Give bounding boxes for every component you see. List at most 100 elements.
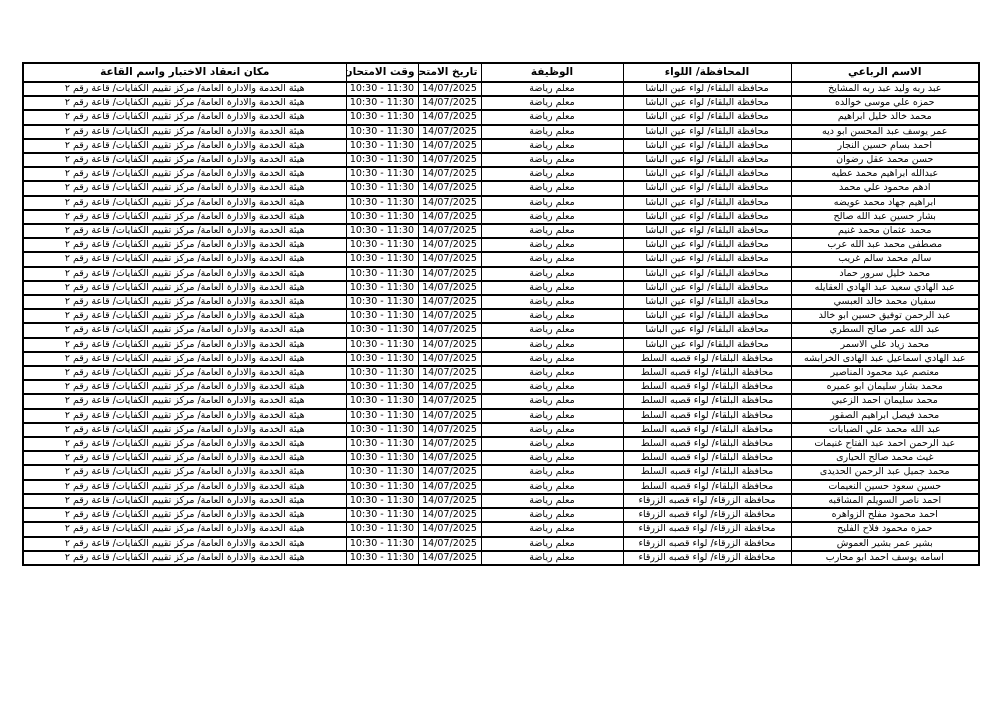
cell-exam-time: 10:30 - 11:30 xyxy=(345,95,419,112)
cell-job: معلم رياضة xyxy=(480,350,624,368)
cell-governorate: محافظة البلقاء/ لواء قصبه السلط xyxy=(622,379,792,396)
cell-exam-date: 14/07/2025 xyxy=(417,123,482,140)
cell-governorate: محافظة البلقاء/ لواء قصبه السلط xyxy=(622,421,792,439)
cell-exam-time: 10:30 - 11:30 xyxy=(345,109,419,126)
cell-governorate: محافظة البلقاء/ لواء قصبه السلط xyxy=(622,350,792,368)
cell-exam-time: 10:30 - 11:30 xyxy=(345,137,419,155)
cell-exam-time: 10:30 - 11:30 xyxy=(345,521,419,538)
table-row: معتصم عيد محمود المناصير محافظة البلقاء/… xyxy=(22,365,980,382)
cell-full-name: اسامه يوسف احمد ابو محارب xyxy=(790,549,980,566)
cell-job: معلم رياضة xyxy=(480,308,624,325)
cell-governorate: محافظة البلقاء/ لواء عين الباشا xyxy=(622,80,792,98)
cell-exam-date: 14/07/2025 xyxy=(417,407,482,424)
cell-exam-location: هيئة الخدمة والادارة العامة/ مركز تقييم … xyxy=(22,549,347,566)
cell-exam-location: هيئة الخدمة والادارة العامة/ مركز تقييم … xyxy=(22,152,347,169)
col-header-job: الوظيفة xyxy=(480,62,624,83)
cell-governorate: محافظة البلقاء/ لواء عين الباشا xyxy=(622,223,792,240)
table-row: سفيان محمد خالد العبسي محافظة البلقاء/ ل… xyxy=(22,294,980,311)
cell-exam-location: هيئة الخدمة والادارة العامة/ مركز تقييم … xyxy=(22,421,347,439)
cell-job: معلم رياضة xyxy=(480,80,624,98)
table-row: عبد الهادي اسماعيل عبد الهادى الخرابشه م… xyxy=(22,350,980,368)
cell-exam-time: 10:30 - 11:30 xyxy=(345,223,419,240)
cell-exam-date: 14/07/2025 xyxy=(417,521,482,538)
cell-job: معلم رياضة xyxy=(480,265,624,282)
cell-exam-date: 14/07/2025 xyxy=(417,80,482,98)
cell-exam-date: 14/07/2025 xyxy=(417,308,482,325)
cell-exam-time: 10:30 - 11:30 xyxy=(345,464,419,481)
table-row: ابراهيم جهاد محمد عويضه محافظة البلقاء/ … xyxy=(22,194,980,211)
cell-job: معلم رياضة xyxy=(480,137,624,155)
cell-exam-time: 10:30 - 11:30 xyxy=(345,407,419,424)
cell-exam-time: 10:30 - 11:30 xyxy=(345,436,419,453)
cell-full-name: حمزه علي موسى خوالده xyxy=(790,95,980,112)
cell-exam-time: 10:30 - 11:30 xyxy=(345,279,419,297)
cell-full-name: عبد الهادي اسماعيل عبد الهادى الخرابشه xyxy=(790,350,980,368)
cell-job: معلم رياضة xyxy=(480,152,624,169)
cell-governorate: محافظة البلقاء/ لواء عين الباشا xyxy=(622,322,792,339)
cell-exam-location: هيئة الخدمة والادارة العامة/ مركز تقييم … xyxy=(22,279,347,297)
table-row: احمد ناصر السويلم المشاقبه محافظة الزرقا… xyxy=(22,492,980,510)
cell-governorate: محافظة البلقاء/ لواء قصبه السلط xyxy=(622,450,792,467)
cell-full-name: محمد زياد علي الاسمر xyxy=(790,336,980,353)
cell-exam-location: هيئة الخدمة والادارة العامة/ مركز تقييم … xyxy=(22,407,347,424)
table-row: غيث محمد صالح الحيارى محافظة البلقاء/ لو… xyxy=(22,450,980,467)
cell-exam-time: 10:30 - 11:30 xyxy=(345,180,419,197)
cell-exam-location: هيئة الخدمة والادارة العامة/ مركز تقييم … xyxy=(22,521,347,538)
table-row: عبدالله ابراهيم محمد عطيه محافظة البلقاء… xyxy=(22,166,980,183)
cell-job: معلم رياضة xyxy=(480,535,624,552)
table-row: حسن محمد عقل رضوان محافظة البلقاء/ لواء … xyxy=(22,152,980,169)
cell-full-name: عبد الهادي سعيد عبد الهادي العقايله xyxy=(790,279,980,297)
cell-exam-location: هيئة الخدمة والادارة العامة/ مركز تقييم … xyxy=(22,350,347,368)
table-row: احمد محمود مفلح الزواهره محافظة الزرقاء/… xyxy=(22,507,980,524)
cell-exam-location: هيئة الخدمة والادارة العامة/ مركز تقييم … xyxy=(22,365,347,382)
cell-job: معلم رياضة xyxy=(480,208,624,226)
cell-job: معلم رياضة xyxy=(480,421,624,439)
cell-governorate: محافظة الزرقاء/ لواء قصبه الزرقاء xyxy=(622,492,792,510)
cell-exam-location: هيئة الخدمة والادارة العامة/ مركز تقييم … xyxy=(22,237,347,254)
cell-governorate: محافظة البلقاء/ لواء عين الباشا xyxy=(622,95,792,112)
cell-exam-date: 14/07/2025 xyxy=(417,478,482,495)
cell-governorate: محافظة البلقاء/ لواء عين الباشا xyxy=(622,208,792,226)
cell-exam-date: 14/07/2025 xyxy=(417,549,482,566)
cell-exam-time: 10:30 - 11:30 xyxy=(345,492,419,510)
cell-exam-location: هيئة الخدمة والادارة العامة/ مركز تقييم … xyxy=(22,478,347,495)
cell-job: معلم رياضة xyxy=(480,322,624,339)
cell-job: معلم رياضة xyxy=(480,194,624,211)
cell-exam-date: 14/07/2025 xyxy=(417,237,482,254)
cell-exam-location: هيئة الخدمة والادارة العامة/ مركز تقييم … xyxy=(22,336,347,353)
cell-full-name: عبد ربه وليد عبد ربه المشايخ xyxy=(790,80,980,98)
cell-job: معلم رياضة xyxy=(480,450,624,467)
cell-exam-date: 14/07/2025 xyxy=(417,279,482,297)
cell-job: معلم رياضة xyxy=(480,436,624,453)
cell-exam-location: هيئة الخدمة والادارة العامة/ مركز تقييم … xyxy=(22,137,347,155)
cell-full-name: سفيان محمد خالد العبسي xyxy=(790,294,980,311)
cell-job: معلم رياضة xyxy=(480,393,624,410)
cell-exam-time: 10:30 - 11:30 xyxy=(345,80,419,98)
cell-exam-time: 10:30 - 11:30 xyxy=(345,450,419,467)
cell-full-name: احمد ناصر السويلم المشاقبه xyxy=(790,492,980,510)
cell-exam-date: 14/07/2025 xyxy=(417,194,482,211)
cell-full-name: ادهم محمود علي محمد xyxy=(790,180,980,197)
cell-full-name: عبدالله ابراهيم محمد عطيه xyxy=(790,166,980,183)
cell-job: معلم رياضة xyxy=(480,237,624,254)
cell-governorate: محافظة البلقاء/ لواء عين الباشا xyxy=(622,294,792,311)
cell-exam-time: 10:30 - 11:30 xyxy=(345,350,419,368)
cell-job: معلم رياضة xyxy=(480,123,624,140)
cell-exam-date: 14/07/2025 xyxy=(417,393,482,410)
table-row: محمد جميل عبد الرحمن الحديدى محافظة البل… xyxy=(22,464,980,481)
cell-job: معلم رياضة xyxy=(480,379,624,396)
cell-exam-location: هيئة الخدمة والادارة العامة/ مركز تقييم … xyxy=(22,109,347,126)
cell-exam-location: هيئة الخدمة والادارة العامة/ مركز تقييم … xyxy=(22,464,347,481)
cell-full-name: بشير عمر بشير العموش xyxy=(790,535,980,552)
cell-job: معلم رياضة xyxy=(480,294,624,311)
cell-job: معلم رياضة xyxy=(480,95,624,112)
col-header-exam-location: مكان انعقاد الاختبار واسم القاعة xyxy=(22,62,347,83)
cell-exam-date: 14/07/2025 xyxy=(417,436,482,453)
table-row: مصطفى محمد عبد الله عرب محافظة البلقاء/ … xyxy=(22,237,980,254)
cell-exam-location: هيئة الخدمة والادارة العامة/ مركز تقييم … xyxy=(22,379,347,396)
cell-full-name: احمد محمود مفلح الزواهره xyxy=(790,507,980,524)
cell-exam-time: 10:30 - 11:30 xyxy=(345,535,419,552)
table-row: عبد ربه وليد عبد ربه المشايخ محافظة البل… xyxy=(22,80,980,98)
cell-exam-date: 14/07/2025 xyxy=(417,251,482,268)
cell-governorate: محافظة البلقاء/ لواء عين الباشا xyxy=(622,336,792,353)
